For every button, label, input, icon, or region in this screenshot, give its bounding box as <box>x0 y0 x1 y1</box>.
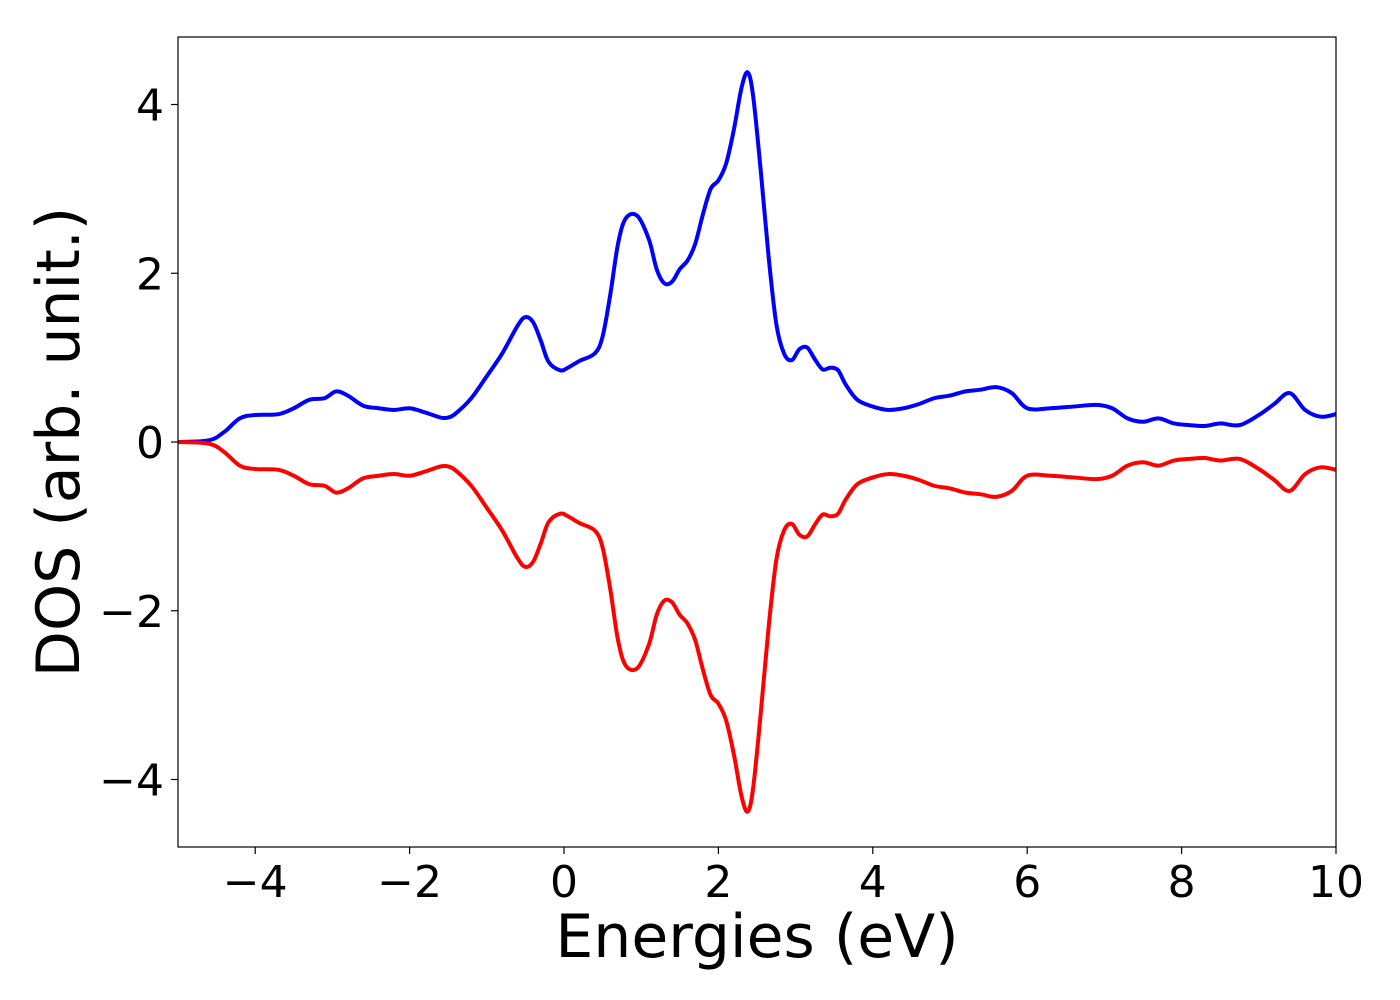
plot-frame <box>177 36 1337 848</box>
x-tick-label: 10 <box>1308 857 1364 908</box>
x-tick-label: 4 <box>859 857 887 908</box>
x-tick-label: 0 <box>550 857 578 908</box>
y-tick-label: 2 <box>136 249 164 300</box>
x-tick-label: −4 <box>223 857 288 908</box>
x-tick-label: −2 <box>377 857 442 908</box>
series-line-positive <box>178 70 1336 444</box>
y-tick-label: 0 <box>136 418 164 469</box>
y-tick-label: −4 <box>99 756 164 807</box>
x-axis-label: Energies (eV) <box>555 902 958 972</box>
y-axis-label: DOS (arb. unit.) <box>24 207 94 677</box>
y-axis: −4 −2 0 2 4 <box>99 81 178 807</box>
x-tick-label: 8 <box>1168 857 1196 908</box>
series-line-negative <box>178 440 1336 814</box>
y-tick-label: −2 <box>99 587 164 638</box>
series-group <box>178 70 1336 814</box>
x-tick-label: 2 <box>704 857 732 908</box>
y-tick-label: 4 <box>136 81 164 132</box>
x-tick-label: 6 <box>1013 857 1041 908</box>
x-axis: −4 −2 0 2 4 6 8 10 <box>223 847 1364 908</box>
